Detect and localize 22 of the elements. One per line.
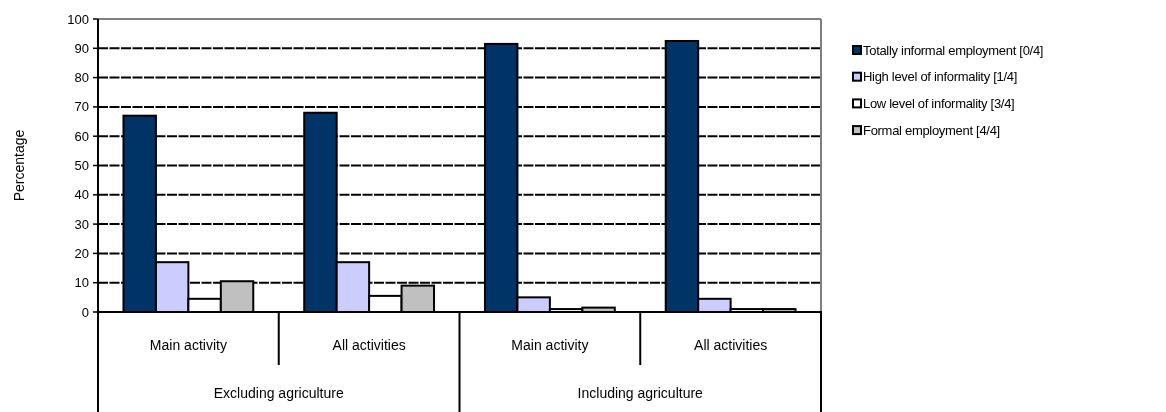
legend-label: High level of informality [1/4]: [863, 69, 1017, 85]
y-tick-label: 20: [74, 245, 89, 261]
x-tick-label: Main activity: [511, 337, 589, 353]
x-tick-label: Main activity: [149, 337, 227, 353]
y-tick-label: 30: [74, 216, 89, 232]
y-tick-label: 40: [74, 187, 89, 203]
y-tick-label: 90: [74, 40, 89, 56]
y-axis-title: Percentage: [11, 129, 27, 202]
y-tick-label: 100: [67, 11, 89, 27]
y-tick-label: 80: [74, 70, 89, 86]
y-tick-label: 50: [74, 158, 89, 174]
legend-label: Formal employment [4/4]: [863, 122, 1000, 138]
y-tick-label: 60: [74, 128, 89, 144]
x-tick-label: All activities: [332, 337, 406, 353]
legend-label: Low level of informality [3/4]: [863, 95, 1015, 111]
y-tick-label: 0: [81, 304, 89, 320]
legend-label: Totally informal employment [0/4]: [863, 42, 1044, 58]
text: Including agriculture: [577, 385, 704, 401]
y-tick-label: 70: [74, 99, 89, 115]
y-tick-label: 10: [74, 275, 89, 291]
text: Excluding agriculture: [213, 385, 344, 401]
x-tick-label: All activities: [694, 337, 768, 353]
